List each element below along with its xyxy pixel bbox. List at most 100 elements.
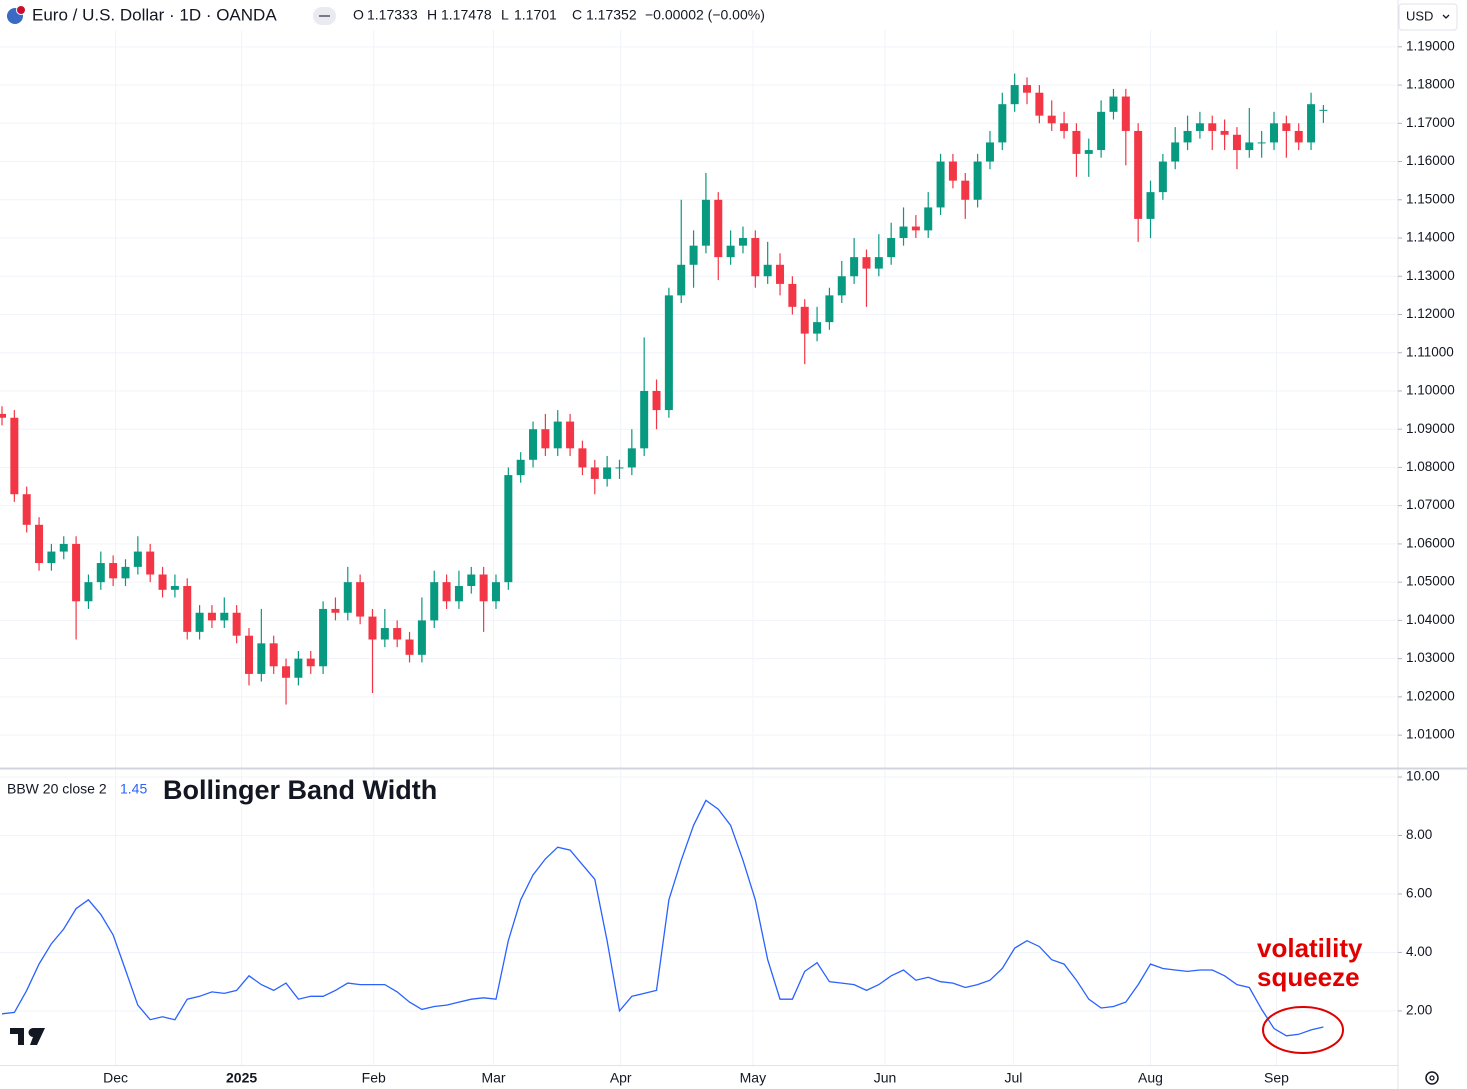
candle-body <box>269 643 278 667</box>
x-tick-label: Dec <box>103 1070 128 1086</box>
candle-body <box>96 563 105 583</box>
candle-body <box>973 161 982 200</box>
ohlc-key: H <box>427 7 437 23</box>
candle-body <box>1121 96 1130 131</box>
y-tick-label: 1.02000 <box>1406 688 1455 703</box>
candle-body <box>899 226 908 239</box>
candle-body <box>133 551 142 567</box>
candle-body <box>170 585 179 590</box>
candle-body <box>282 666 291 678</box>
candle-body <box>10 417 19 495</box>
candle-body <box>652 390 661 411</box>
x-tick-label: May <box>740 1070 766 1086</box>
marks <box>0 73 1328 1037</box>
indicator-line <box>1 799 1324 1037</box>
ohlc-value: 1.17333 <box>367 7 418 23</box>
indicator-name: BBW 20 close 2 <box>7 781 107 797</box>
symbol-title: Euro / U.S. Dollar · 1D · OANDA <box>32 5 277 24</box>
candle-body <box>961 180 970 200</box>
candle-body <box>751 238 760 277</box>
y-tick-label: 1.19000 <box>1406 38 1455 53</box>
candle-body <box>72 543 81 602</box>
settings-icon[interactable] <box>1425 1071 1439 1085</box>
candle-body <box>59 543 68 552</box>
y-tick-label: 1.14000 <box>1406 230 1455 245</box>
candle-body <box>1319 109 1328 111</box>
currency-button[interactable] <box>1398 3 1458 31</box>
y-tick-label: 1.09000 <box>1406 421 1455 436</box>
candle-body <box>590 467 599 479</box>
ohlc-key: O <box>353 7 364 23</box>
candle-body <box>813 322 822 334</box>
candle-body <box>714 199 723 258</box>
candle-body <box>1023 85 1032 93</box>
candle-body <box>985 142 994 162</box>
candle-body <box>491 582 500 602</box>
candle-body <box>1307 104 1316 143</box>
candle-body <box>257 643 266 674</box>
tradingview-logo[interactable] <box>10 1028 45 1045</box>
y-tick-label: 1.10000 <box>1406 383 1455 398</box>
candle-body <box>430 582 439 621</box>
candle-body <box>640 390 649 449</box>
candle-body <box>738 238 747 246</box>
candle-body <box>1270 123 1279 143</box>
candle-body <box>825 295 834 323</box>
candle-body <box>1195 123 1204 131</box>
candle-body <box>183 585 192 632</box>
candle-body <box>936 161 945 208</box>
candle-body <box>664 295 673 411</box>
candle-body <box>195 612 204 632</box>
y-tick-label: 1.08000 <box>1406 459 1455 474</box>
candle-body <box>1035 92 1044 116</box>
candle-body <box>874 257 883 269</box>
candle-body <box>1084 150 1093 154</box>
candle-body <box>701 199 710 246</box>
candle-body <box>417 620 426 655</box>
candle-body <box>566 421 575 449</box>
candle-body <box>356 582 365 617</box>
candle-body <box>244 635 253 674</box>
x-tick-label: Aug <box>1138 1070 1163 1086</box>
candle-body <box>306 658 315 667</box>
y-tick-label: 1.17000 <box>1406 115 1455 130</box>
candle-body <box>553 421 562 449</box>
ohlc-key: C <box>572 7 582 23</box>
candle-body <box>924 207 933 231</box>
candle-body <box>788 283 797 307</box>
y-tick-label: 2.00 <box>1406 1002 1432 1017</box>
candle-body <box>35 524 44 564</box>
y-tick-label: 1.06000 <box>1406 535 1455 550</box>
x-tick-label: 2025 <box>226 1070 257 1086</box>
candle-body <box>207 612 216 621</box>
candle-body <box>393 628 402 640</box>
y-tick-label: 1.16000 <box>1406 153 1455 168</box>
candle-body <box>862 257 871 269</box>
candle-body <box>1183 130 1192 143</box>
candle-body <box>1134 130 1143 219</box>
candle-body <box>578 448 587 468</box>
candle-body <box>887 238 896 258</box>
candle-body <box>158 574 167 590</box>
currency-caret <box>1442 14 1450 19</box>
candle-body <box>343 582 352 613</box>
candle-body <box>1010 85 1019 105</box>
x-tick-label: Sep <box>1264 1070 1289 1086</box>
candle-body <box>1171 142 1180 162</box>
y-tick-label: 1.18000 <box>1406 77 1455 92</box>
candle-body <box>726 245 735 258</box>
ohlc-value: 1.17352 <box>586 7 637 23</box>
y-tick-label: 1.13000 <box>1406 268 1455 283</box>
symbol-icon <box>7 5 26 24</box>
candle-body <box>319 608 328 667</box>
candle-body <box>467 574 476 586</box>
candle-body <box>84 582 93 602</box>
x-tick-label: Jun <box>874 1070 897 1086</box>
candle-body <box>763 264 772 277</box>
candle-body <box>442 582 451 602</box>
candle-body <box>850 257 859 277</box>
y-tick-label: 1.05000 <box>1406 574 1455 589</box>
candle-body <box>1146 192 1155 219</box>
